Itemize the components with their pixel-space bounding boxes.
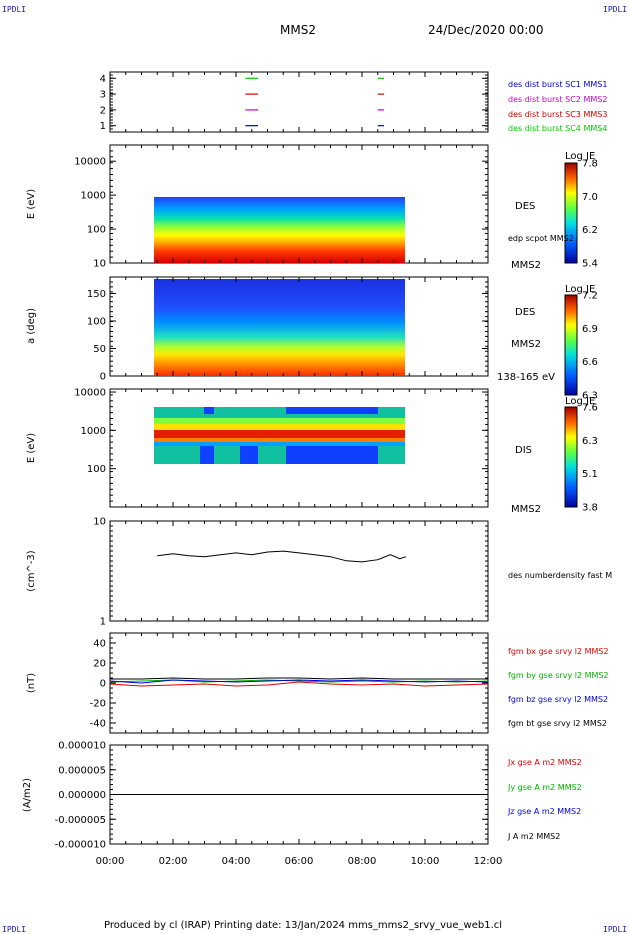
x-tick-label: 08:00	[348, 856, 377, 867]
current-legend-j: J A m2 MMS2	[507, 832, 560, 841]
des-energy-ylabel: E (eV)	[26, 189, 37, 219]
x-tick-label: 00:00	[96, 856, 125, 867]
current-ylabel: (A/m2)	[22, 778, 33, 812]
colorbar-tick-label: 6.2	[582, 225, 598, 236]
current-legend-jz: Jz gse A m2 MMS2	[507, 807, 581, 816]
y-tick-label: 100	[87, 464, 106, 475]
y-tick-label: 0	[100, 372, 106, 383]
y-tick-label: 100	[87, 225, 106, 236]
des-pitch-instrument-label: DES	[515, 307, 535, 318]
dis-energy-sc-label: MMS2	[511, 504, 541, 515]
fgm-series-line	[110, 677, 488, 680]
des-energy-spectrogram	[154, 197, 405, 263]
y-tick-label: 40	[93, 639, 106, 650]
y-tick-label: 10000	[74, 388, 106, 399]
y-tick-label: 20	[93, 659, 106, 670]
colorbar-tick-label: 5.1	[582, 469, 598, 480]
fgm-legend-bx: fgm bx gse srvy l2 MMS2	[508, 647, 609, 656]
colorbar-tick-label: 3.8	[582, 503, 598, 514]
des-pitch-energy-label: 138-165 eV	[497, 372, 555, 383]
y-tick-label: 1000	[81, 426, 106, 437]
colorbar-tick-label: 7.2	[582, 291, 598, 302]
y-tick-label: 1	[100, 121, 106, 132]
fgm-ylabel: (nT)	[26, 673, 37, 693]
colorbar-tick-label: 7.8	[582, 159, 598, 170]
y-tick-label: 10	[93, 517, 106, 528]
des-pitch-colorbar-title: Log JE	[565, 284, 595, 295]
x-tick-label: 02:00	[159, 856, 188, 867]
colorbar-tick-label: 5.4	[582, 259, 598, 270]
dis-energy-colorbar	[564, 406, 578, 508]
date-title: 24/Dec/2020 00:00	[428, 23, 544, 37]
y-tick-label: 0.000000	[58, 790, 106, 801]
des-energy-instrument-label: DES	[515, 201, 535, 212]
y-tick-label: 3	[100, 90, 106, 101]
footer-credit: Produced by cl (IRAP) Printing date: 13/…	[104, 920, 502, 931]
y-tick-label: -40	[90, 719, 106, 730]
y-tick-label: 50	[93, 344, 106, 355]
y-tick-label: 4	[100, 74, 106, 85]
des-energy-sc-label: MMS2	[511, 260, 541, 271]
current-legend-jx: Jx gse A m2 MMS2	[507, 758, 582, 767]
burst-legend-sc2: des dist burst SC2 MMS2	[508, 95, 607, 104]
fgm-legend-bz: fgm bz gse srvy l2 MMS2	[508, 695, 608, 704]
burst-legend-sc4: des dist burst SC4 MMS4	[508, 124, 607, 133]
des-energy-scpot-label: edp scpot MMS2	[508, 234, 574, 243]
x-tick-label: 12:00	[474, 856, 503, 867]
y-tick-label: -0.000010	[55, 840, 106, 851]
dis-energy-ylabel: E (eV)	[26, 433, 37, 463]
panel-density-frame	[109, 520, 489, 622]
dis-energy-spectrogram	[154, 407, 405, 464]
x-tick-label: 10:00	[411, 856, 440, 867]
colorbar-tick-label: 6.9	[582, 324, 598, 335]
y-tick-label: 10000	[74, 157, 106, 168]
burst-legend-sc3: des dist burst SC3 MMS3	[508, 110, 607, 119]
burst-legend-sc1: des dist burst SC1 MMS1	[508, 80, 607, 89]
fgm-series-line	[109, 681, 489, 687]
y-tick-label: 2	[100, 105, 106, 116]
y-tick-label: 10	[93, 259, 106, 270]
des-energy-colorbar-title: Log JE	[565, 151, 595, 162]
x-tick-label: 04:00	[222, 856, 251, 867]
corner-label-top-left: IPDLI	[2, 5, 26, 14]
des-pitch-sc-label: MMS2	[511, 339, 541, 350]
corner-label-top-right: IPDLI	[603, 5, 627, 14]
panel-burst-frame	[109, 71, 489, 133]
fgm-series-line	[109, 679, 489, 684]
x-tick-label: 06:00	[285, 856, 314, 867]
y-tick-label: 0.000005	[58, 765, 106, 776]
des-energy-colorbar	[564, 162, 578, 264]
colorbar-tick-label: 7.0	[582, 192, 598, 203]
panel-fgm-frame	[109, 632, 489, 734]
dis-energy-colorbar-title: Log JE	[565, 396, 595, 407]
des-pitch-spectrogram	[154, 279, 405, 376]
colorbar-tick-label: 6.3	[582, 436, 598, 447]
density-series-line	[157, 550, 407, 563]
y-tick-label: 0	[100, 679, 106, 690]
des-pitch-colorbar	[564, 294, 578, 396]
colorbar-tick-label: 7.6	[582, 403, 598, 414]
density-legend: des numberdensity fast M	[508, 571, 612, 580]
y-tick-label: 150	[87, 289, 106, 300]
dis-energy-instrument-label: DIS	[515, 445, 532, 456]
colorbar-tick-label: 6.6	[582, 357, 598, 368]
current-legend-jy: Jy gse A m2 MMS2	[507, 783, 582, 792]
y-tick-label: -0.000005	[55, 815, 106, 826]
y-tick-label: -20	[90, 699, 106, 710]
y-tick-label: 1000	[81, 191, 106, 202]
fgm-legend-by: fgm by gse srvy l2 MMS2	[508, 671, 609, 680]
density-ylabel: (cm^-3)	[26, 550, 37, 591]
colorbar-tick-label: 6.3	[582, 391, 598, 402]
fgm-legend-bt: fgm bt gse srvy l2 MMS2	[508, 719, 607, 728]
corner-label-bottom-right: IPDLI	[603, 925, 627, 934]
y-tick-label: 0.000010	[58, 741, 106, 752]
y-tick-label: 100	[87, 317, 106, 328]
corner-label-bottom-left: IPDLI	[2, 925, 26, 934]
des-pitch-ylabel: a (deg)	[26, 308, 37, 344]
spacecraft-title: MMS2	[280, 23, 316, 37]
y-tick-label: 1	[100, 617, 106, 628]
